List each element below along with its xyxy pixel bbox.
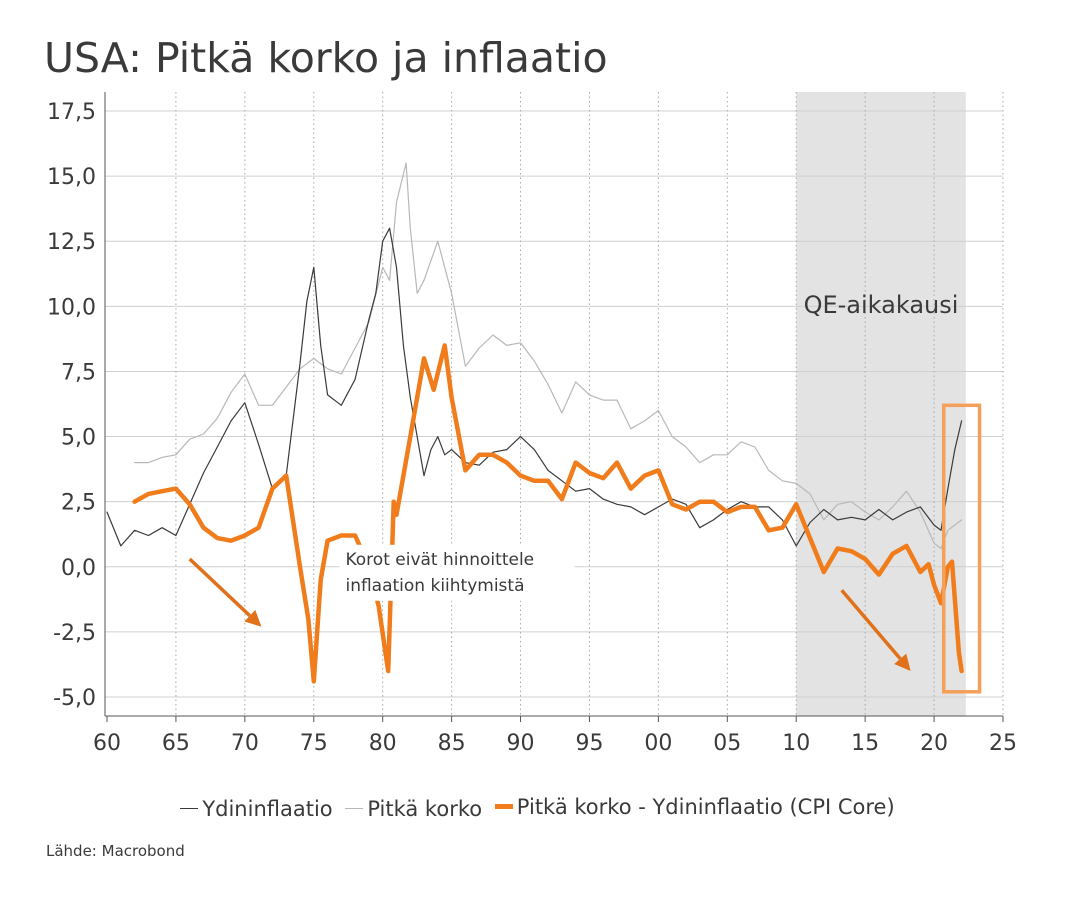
x-tick-label: 25 [989, 731, 1017, 756]
annotation-text-line: Korot eivät hinnoittele [345, 550, 534, 570]
y-tick-label: 5,0 [61, 426, 96, 451]
arrow-left [188, 557, 251, 617]
y-tick-label: -2,5 [53, 621, 96, 646]
axes: -5,0 -2,5 0,0 2,5 5,0 7,5 10,0 12,5 15,0 17,5 60 65… [47, 92, 1017, 756]
qe-region-label: QE-aikakausi [804, 291, 959, 319]
x-tick-label: 00 [644, 731, 672, 756]
qe-shaded-region [796, 92, 966, 716]
legend-item-core-inflation: Ydininflaatio [180, 796, 333, 821]
y-tick-label: 2,5 [61, 491, 96, 516]
x-tick-label: 70 [231, 731, 259, 756]
y-tick-label: 17,5 [47, 100, 96, 125]
x-tick-label: 85 [438, 731, 466, 756]
x-tick-label: 15 [851, 731, 879, 756]
x-tick-label: 95 [575, 731, 603, 756]
highlight-box [941, 403, 982, 694]
legend: Ydininflaatio Pitkä korko Pitkä korko - … [0, 790, 1081, 821]
legend-item-long-rate: Pitkä korko [345, 797, 482, 821]
x-tick-label: 80 [369, 731, 397, 756]
source-note: Lähde: Macrobond [46, 842, 185, 860]
legend-swatch-long-rate [345, 808, 364, 809]
legend-swatch-real-rate [494, 804, 513, 809]
x-tick-label: 10 [782, 731, 810, 756]
legend-label-core-inflation: Ydininflaatio [202, 796, 333, 821]
y-tick-label: 0,0 [61, 556, 96, 581]
arrow-right [840, 589, 902, 660]
legend-swatch-core-inflation [180, 808, 199, 809]
y-tick-label: 7,5 [61, 360, 96, 385]
series-line-core-inflation [106, 227, 963, 547]
series-layer [106, 162, 964, 684]
annotation-text-line: inflaation kiihtymistä [345, 576, 524, 596]
x-tick-label: 05 [713, 731, 741, 756]
legend-item-real-rate: Pitkä korko - Ydininflaatio (CPI Core) [494, 794, 895, 819]
series-line-long-rate [134, 162, 963, 550]
x-tick-label: 65 [162, 731, 190, 756]
y-tick-label: 15,0 [47, 165, 96, 190]
x-tick-label: 20 [920, 731, 948, 756]
legend-label-real-rate: Pitkä korko - Ydininflaatio (CPI Core) [516, 794, 895, 819]
x-tick-label: 90 [507, 731, 535, 756]
arrow-left-head [244, 609, 262, 627]
grid-lines [105, 92, 1004, 716]
legend-label-long-rate: Pitkä korko [367, 796, 483, 821]
x-tick-label: 60 [93, 731, 121, 756]
arrow-right-head [894, 653, 911, 671]
x-tick-label: 75 [300, 731, 328, 756]
series-line-real-rate [132, 343, 964, 684]
y-tick-label: 12,5 [47, 230, 96, 255]
annotation-background [339, 544, 575, 601]
y-tick-label: -5,0 [53, 686, 96, 711]
y-tick-label: 10,0 [47, 295, 96, 320]
chart-title: USA: Pitkä korko ja inflaatio [44, 34, 608, 82]
annotations: QE-aikakausi Korot eivät hinnoittele infla… [188, 291, 982, 694]
